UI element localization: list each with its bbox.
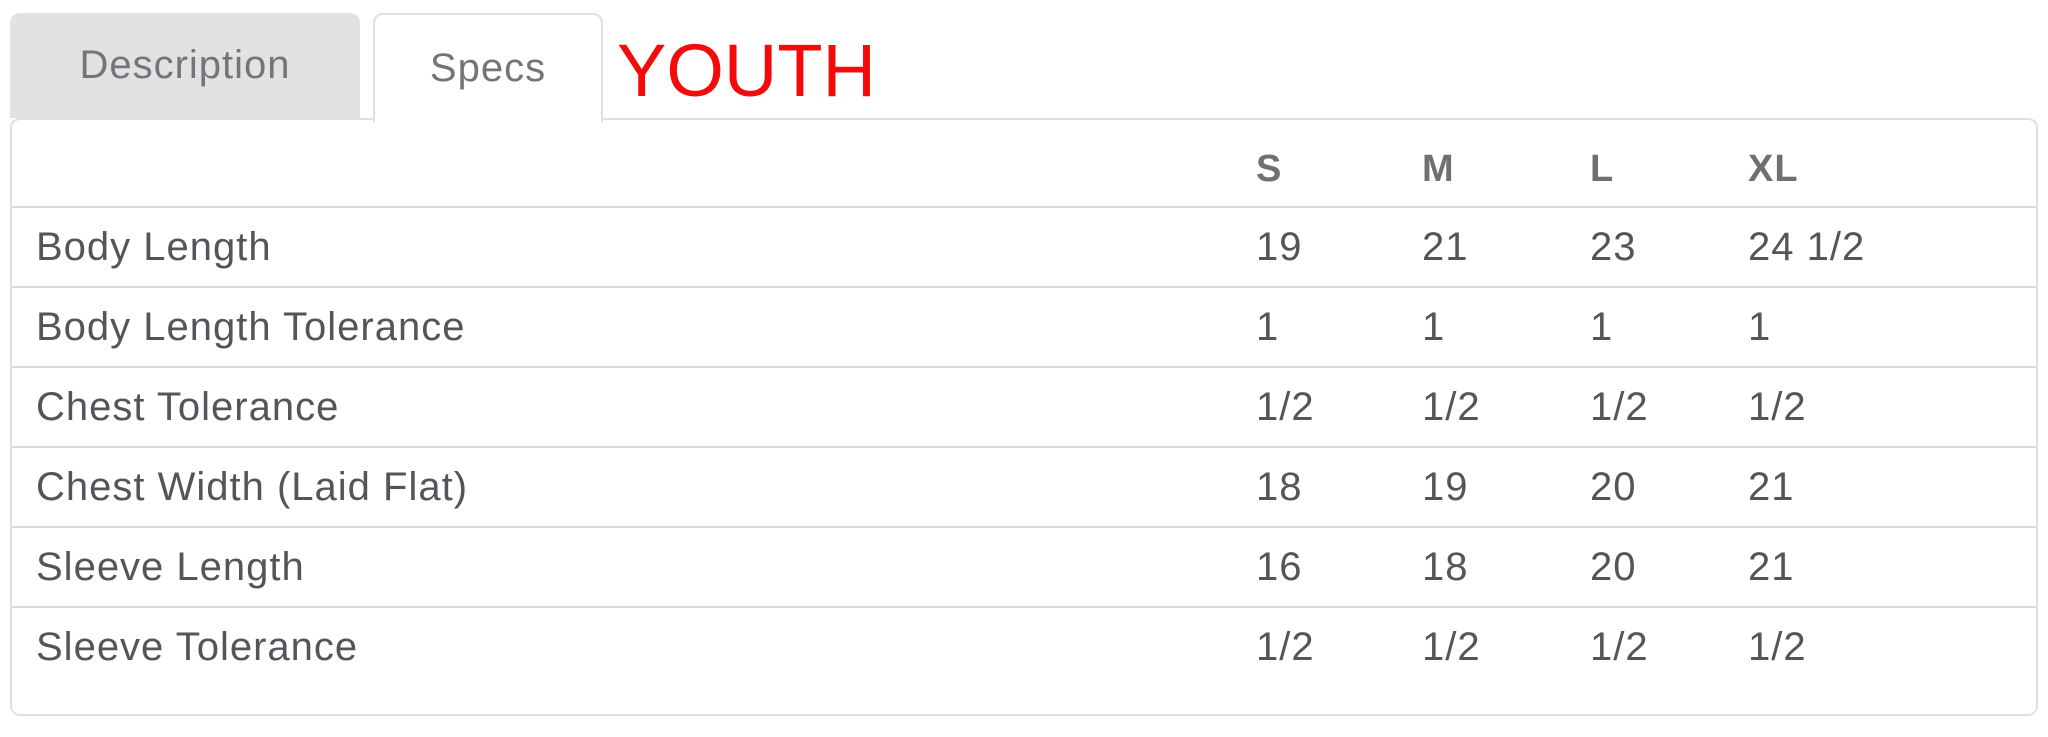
- specs-table: S M L XL Body Length 19 21 23 24 1/2 Body Length…: [12, 120, 2036, 714]
- youth-heading: YOUTH: [617, 29, 876, 112]
- value-cell-m: 19: [1422, 465, 1469, 509]
- row-label: Sleeve Length: [36, 545, 305, 589]
- tab-specs[interactable]: Specs: [373, 13, 603, 122]
- product-specs-page: Description Specs YOUTH S M L XL Body Lengt…: [0, 13, 2048, 737]
- value-cell-l: 20: [1590, 465, 1637, 509]
- table-row: Body Length Tolerance 1 1 1 1: [12, 287, 2036, 367]
- tab-description-label: Description: [79, 43, 291, 87]
- value-cell-m: 1/2: [1422, 385, 1481, 429]
- value-cell-xl: 21: [1748, 545, 1795, 589]
- value-cell-s: 18: [1256, 465, 1303, 509]
- value-cell-m: 18: [1422, 545, 1469, 589]
- value-cell-s: 1: [1256, 305, 1280, 349]
- table-header-row: S M L XL: [12, 120, 2036, 207]
- value-cell-l: 23: [1590, 225, 1637, 269]
- table-body: Body Length 19 21 23 24 1/2 Body Length Toler…: [12, 207, 2036, 714]
- value-cell-xl: 24 1/2: [1748, 225, 1866, 269]
- value-cell-xl: 1: [1748, 305, 1772, 349]
- value-cell-l: 1/2: [1590, 385, 1649, 429]
- value-cell-m: 21: [1422, 225, 1469, 269]
- row-label: Body Length: [36, 225, 272, 269]
- table-row: Body Length 19 21 23 24 1/2: [12, 207, 2036, 287]
- value-cell-xl: 1/2: [1748, 625, 1807, 669]
- row-label: Body Length Tolerance: [36, 305, 466, 349]
- empty-header-cell: [12, 120, 1256, 207]
- table-row: Chest Width (Laid Flat) 18 19 20 21: [12, 447, 2036, 527]
- value-cell-s: 1/2: [1256, 625, 1315, 669]
- tab-specs-label: Specs: [429, 46, 547, 90]
- value-cell-l: 1: [1590, 305, 1614, 349]
- row-label: Chest Width (Laid Flat): [36, 465, 469, 509]
- column-header-m: M: [1422, 148, 1455, 190]
- tab-bar: Description Specs YOUTH: [10, 13, 2038, 122]
- value-cell-s: 16: [1256, 545, 1303, 589]
- table-row: Sleeve Length 16 18 20 21: [12, 527, 2036, 607]
- column-header-xl: XL: [1748, 148, 1799, 190]
- value-cell-xl: 1/2: [1748, 385, 1807, 429]
- value-cell-s: 19: [1256, 225, 1303, 269]
- column-header-s: S: [1256, 148, 1283, 190]
- value-cell-xl: 21: [1748, 465, 1795, 509]
- value-cell-l: 20: [1590, 545, 1637, 589]
- row-label: Chest Tolerance: [36, 385, 340, 429]
- specs-panel: S M L XL Body Length 19 21 23 24 1/2 Body Length…: [10, 118, 2038, 716]
- value-cell-l: 1/2: [1590, 625, 1649, 669]
- value-cell-s: 1/2: [1256, 385, 1315, 429]
- table-row: Chest Tolerance 1/2 1/2 1/2 1/2: [12, 367, 2036, 447]
- row-label: Sleeve Tolerance: [36, 625, 359, 669]
- value-cell-m: 1/2: [1422, 625, 1481, 669]
- table-row: Sleeve Tolerance 1/2 1/2 1/2 1/2: [12, 607, 2036, 714]
- tab-description[interactable]: Description: [10, 13, 360, 118]
- column-header-l: L: [1590, 148, 1615, 190]
- value-cell-m: 1: [1422, 305, 1446, 349]
